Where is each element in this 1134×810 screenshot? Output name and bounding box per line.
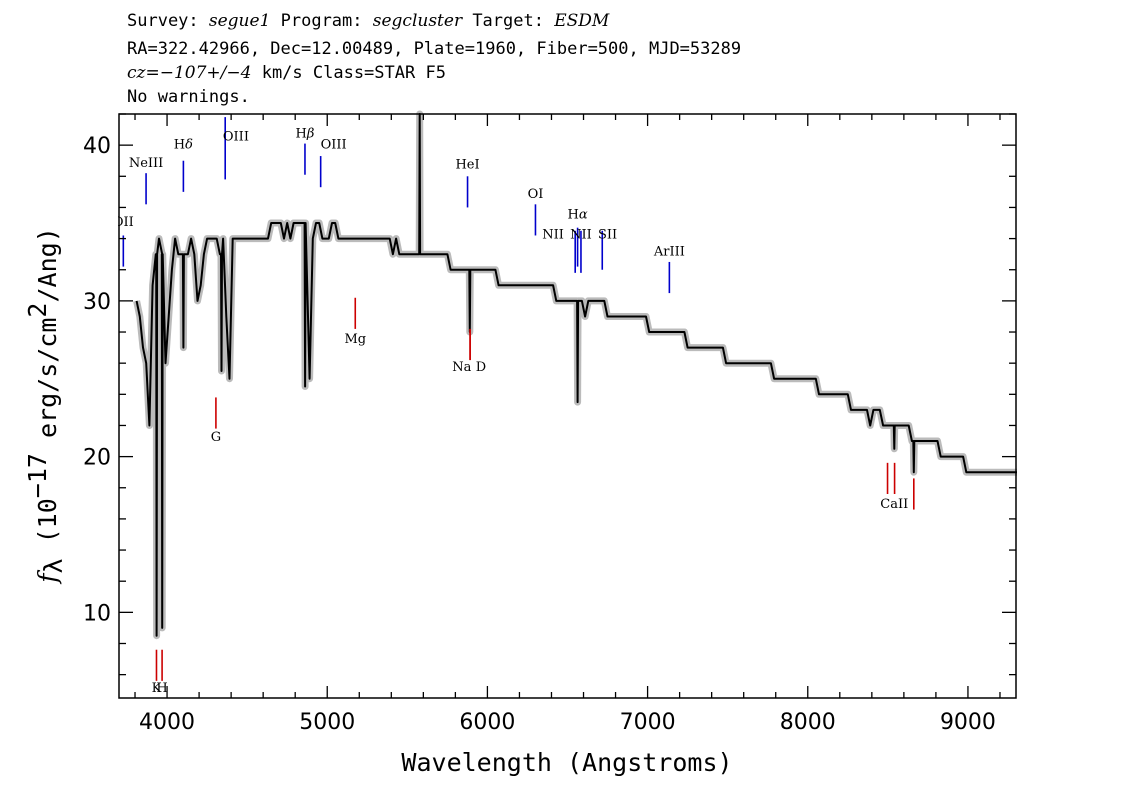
y-axis-title-part: erg/s/cm — [33, 318, 62, 453]
header-warnings-line: No warnings. — [127, 87, 250, 107]
emission-line-label: Hβ — [296, 126, 315, 141]
y-axis-title-part: λ — [39, 558, 68, 573]
x-tick-label: 4000 — [139, 710, 195, 735]
header-segment: Target: — [462, 11, 554, 31]
absorption-line-label: K — [152, 681, 162, 696]
emission-line-label: ArIII — [653, 245, 685, 260]
x-tick-label: 7000 — [620, 710, 676, 735]
emission-line-label: OIII — [223, 129, 249, 144]
error-band-path — [133, 110, 1038, 640]
emission-line-label: NII — [570, 228, 592, 243]
absorption-line-label: CaII — [880, 497, 908, 512]
right-margin-mask — [1017, 114, 1134, 699]
plot-frame — [118, 113, 1017, 699]
header-segment: Program: — [270, 11, 372, 31]
left-margin-mask — [0, 114, 118, 699]
header-segment: segcluster — [373, 11, 463, 31]
y-axis-title: fλ (10−17 erg/s/cm2/Ang) — [23, 227, 68, 585]
y-tick-label: 30 — [83, 290, 111, 315]
axes: 4000 5000 6000 7000 8000 9000 10 20 30 40 — [0, 113, 1134, 735]
y-tick-label: 40 — [83, 134, 111, 159]
header-survey-line: Survey: segue1 Program: segcluster Targe… — [127, 11, 610, 31]
emission-line-label: HeI — [455, 158, 479, 173]
x-axis-title: Wavelength (Angstroms) — [401, 748, 732, 777]
x-tick-label: 9000 — [940, 710, 996, 735]
emission-line-label: OII — [113, 215, 134, 230]
header-segment: ESDM — [553, 11, 610, 31]
absorption-line-label: Mg — [344, 332, 366, 347]
header-segment: −107+/−4 — [160, 63, 252, 83]
absorption-line-label: H — [156, 681, 167, 696]
y-tick-label: 10 — [83, 601, 111, 626]
x-tick-label: 5000 — [299, 710, 355, 735]
flux-line — [135, 113, 1037, 637]
absorption-line-label: Na — [452, 360, 471, 375]
y-tick-label: 20 — [83, 446, 111, 471]
x-tick-label: 6000 — [459, 710, 515, 735]
emission-line-label: Hδ — [174, 137, 193, 152]
y-axis-title-part: −17 — [23, 453, 52, 498]
y-axis-title-part: /Ang) — [33, 227, 62, 302]
emission-line-label: Hα — [568, 207, 588, 222]
error-band — [133, 110, 1038, 640]
emission-line-label: SII — [598, 228, 617, 243]
emission-line-label: NII — [542, 228, 564, 243]
x-tick-label: 8000 — [780, 710, 836, 735]
y-axis-title-part: f — [33, 570, 62, 585]
header-segment: cz= — [127, 63, 160, 83]
absorption-line-label: D — [476, 360, 486, 375]
header-segment: Survey: — [127, 11, 209, 31]
emission-line-label: OI — [528, 187, 544, 202]
header-segment: km/s Class=STAR F5 — [251, 63, 445, 83]
emission-line-label: OIII — [321, 137, 347, 152]
y-axis-title-part: 2 — [23, 303, 52, 318]
header-velocity-line: cz=−107+/−4 km/s Class=STAR F5 — [127, 63, 446, 83]
header-coords-line: RA=322.42966, Dec=12.00489, Plate=1960, … — [127, 39, 741, 59]
y-axis-title-part: (10 — [33, 498, 62, 558]
header-segment: segue1 — [209, 11, 271, 31]
flux-series — [135, 113, 1037, 637]
emission-line-label: NeIII — [129, 156, 163, 171]
spectral-line-markers: OII NeIII Hδ OIII Hβ OIII HeI OI NII Hα NII SII ArII… — [113, 117, 915, 696]
absorption-line-label: G — [211, 430, 221, 445]
